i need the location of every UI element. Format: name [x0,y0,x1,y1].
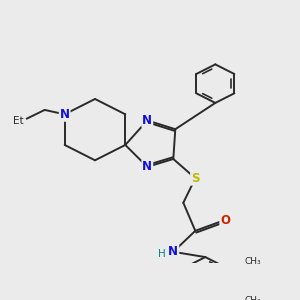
Text: O: O [220,214,230,227]
Text: N: N [142,114,152,127]
Text: CH₃: CH₃ [244,296,261,300]
Text: N: N [60,108,70,121]
Text: CH₃: CH₃ [244,257,261,266]
Text: H: H [158,250,166,260]
Text: N: N [142,160,152,173]
Text: Et: Et [14,116,24,126]
Text: S: S [191,172,200,185]
Text: N: N [168,245,178,258]
